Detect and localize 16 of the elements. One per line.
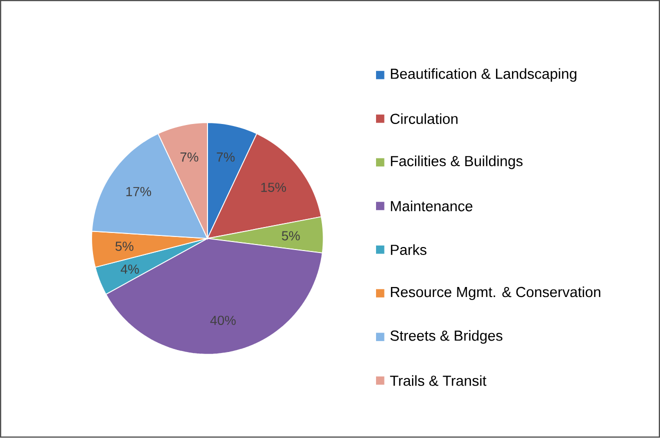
data-label: 4% — [120, 264, 139, 274]
legend-label: Resource Mgmt. & Conservation — [390, 286, 600, 300]
data-label: 7% — [180, 152, 198, 162]
data-label: 5% — [115, 242, 134, 252]
data-label: 5% — [282, 231, 300, 241]
data-label: 17% — [126, 187, 152, 196]
legend-label: Streets & Bridges — [390, 330, 502, 344]
legend-label: Circulation — [390, 114, 458, 124]
data-label: 15% — [261, 182, 286, 192]
data-label: 7% — [216, 152, 235, 162]
legend-label: Facilities & Buildings — [390, 156, 523, 170]
legend-label: Beautification & Landscaping — [390, 68, 576, 82]
legend-label: Trails & Transit — [390, 375, 486, 386]
legend-label: Maintenance — [390, 200, 472, 212]
data-label: 40% — [210, 316, 236, 326]
legend-label: Parks — [390, 244, 426, 256]
